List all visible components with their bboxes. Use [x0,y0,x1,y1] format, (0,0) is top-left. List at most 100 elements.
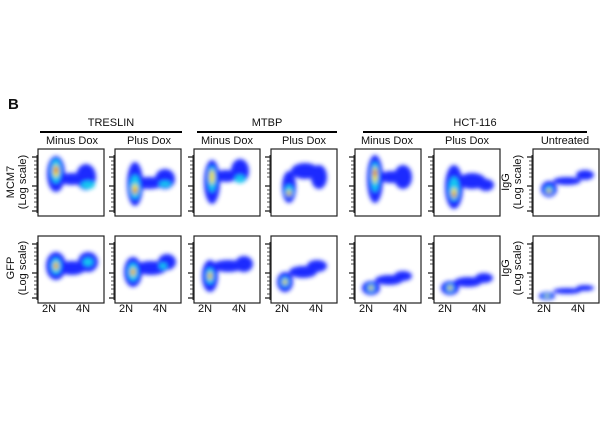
group-label-hct116: HCT-116 [453,117,497,129]
density-region [394,271,412,281]
density-region [159,263,167,269]
plot-frame [193,235,261,304]
density-plot [265,148,338,217]
density-region [81,181,95,189]
density-region [209,274,211,278]
x-tick-label: 4N [571,303,586,315]
density-region [284,282,286,284]
density-region [235,256,253,272]
density-plot [349,235,422,304]
density-plot [265,235,338,304]
column-title: Plus Dox [444,135,490,147]
x-tick-label: 4N [232,303,247,315]
density-region [545,295,549,297]
density-cloud [362,271,412,295]
density-plot [428,148,501,217]
density-region [548,190,550,192]
column-title: Plus Dox [281,135,327,147]
density-plot [349,148,422,217]
x-tick-label: 2N [198,303,213,315]
density-region [288,192,290,196]
x-tick-label: 4N [393,303,408,315]
x-tick-label: 4N [76,303,91,315]
density-cloud [441,273,493,295]
x-tick-label: 2N [359,303,374,315]
density-cloud [277,260,327,292]
density-region [311,165,327,189]
plot-frame [354,148,422,217]
density-plot [32,148,105,217]
density-region [370,287,372,289]
plot-frame [193,148,261,217]
density-cloud [202,256,253,292]
density-region [576,285,594,291]
x-tick-label: 4N [309,303,324,315]
density-region [478,179,494,191]
x-tick-label: 4N [153,303,168,315]
density-plot [188,148,261,217]
density-plot [428,235,501,304]
density-cloud [47,156,96,192]
plot-frame [270,148,338,217]
group-label-treslin: TRESLIN [87,117,135,129]
plot-frame [270,235,338,304]
density-cloud [282,163,327,203]
density-region [235,175,245,183]
plot-frame [114,148,182,217]
density-plot [188,235,261,304]
group-line-treslin [40,131,182,133]
density-plot [32,235,105,304]
density-cloud [124,254,176,287]
density-region [209,170,215,184]
density-plot [109,148,182,217]
density-region [133,189,137,193]
group-line-hct116 [363,131,587,133]
density-region [553,288,581,294]
density-cloud [46,252,98,280]
density-cloud [539,285,594,300]
density-region [452,193,456,197]
column-title: Minus Dox [46,135,98,147]
column-title: Plus Dox [126,135,172,147]
density-region [553,177,581,185]
plot-frame [532,235,600,304]
x-tick-label: 2N [275,303,290,315]
density-plot [109,235,182,304]
density-region [576,170,594,180]
plot-frame [37,235,105,304]
plot-frame [433,148,501,217]
density-cloud [541,170,594,197]
plot-frame [532,148,600,217]
density-plot [527,235,600,304]
plot-frame [37,148,105,217]
x-tick-label: 4N [472,303,487,315]
density-plot [527,148,600,217]
column-title: Untreated [540,135,590,147]
group-line-mtbp [197,131,337,133]
density-cloud [204,159,249,204]
plot-frame [354,235,422,304]
plot-frame [114,235,182,304]
density-region [373,170,377,176]
density-region [449,287,451,289]
density-cloud [367,155,412,203]
density-region [54,264,58,268]
density-region [131,270,135,274]
panel-letter: B [8,96,19,113]
column-title: Minus Dox [201,135,253,147]
density-region [475,273,493,283]
column-title: Minus Dox [361,135,413,147]
x-tick-label: 2N [537,303,552,315]
density-region [394,165,412,189]
group-label-mtbp: MTBP [251,117,283,129]
density-region [83,258,93,266]
density-region [54,167,58,173]
x-tick-label: 2N [42,303,57,315]
density-region [159,181,171,187]
plot-frame [433,235,501,304]
x-tick-label: 2N [119,303,134,315]
density-cloud [445,165,494,209]
density-cloud [127,162,175,206]
density-region [307,260,327,272]
